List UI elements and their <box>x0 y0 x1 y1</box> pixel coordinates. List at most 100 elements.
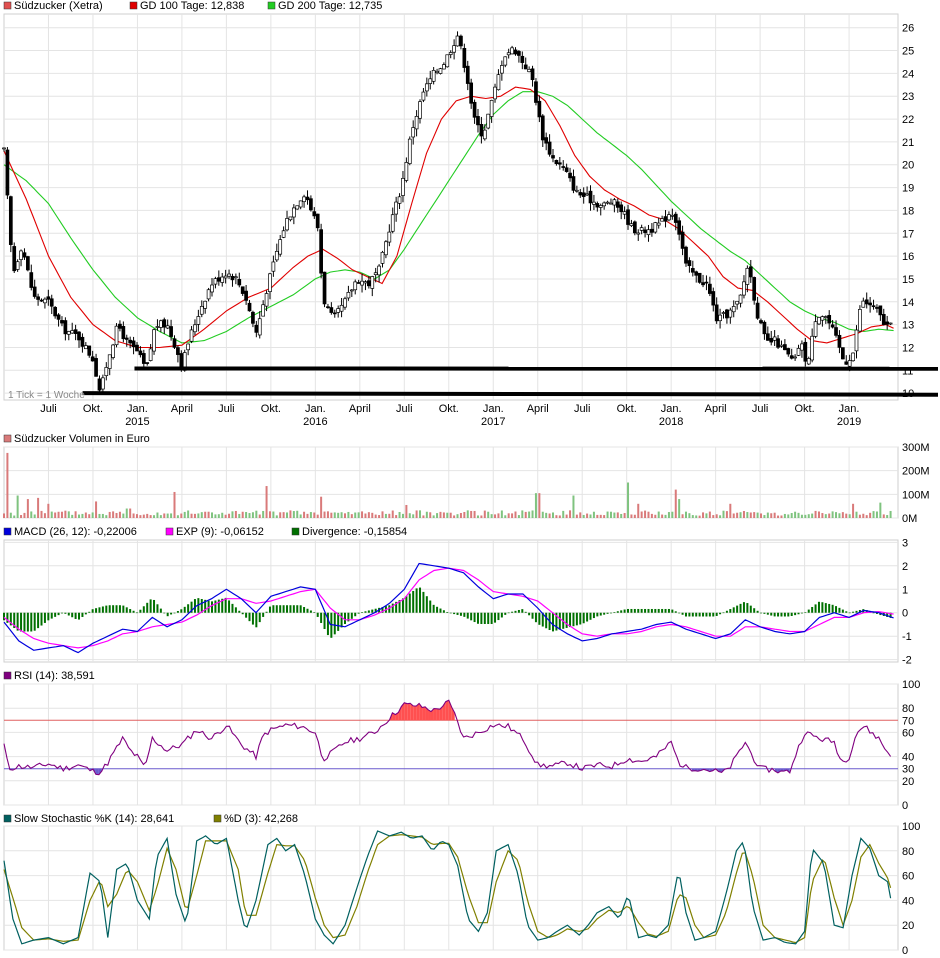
volume-bar <box>238 513 241 518</box>
divergence-bar <box>715 612 718 616</box>
x-tick-label: Jan. <box>483 403 504 415</box>
divergence-bar <box>719 612 722 615</box>
divergence-bar <box>565 612 568 628</box>
divergence-bar <box>405 596 408 613</box>
divergence-bar <box>91 609 94 613</box>
volume-bar <box>333 512 336 518</box>
volume-bar <box>497 513 500 518</box>
volume-bar <box>40 510 43 518</box>
volume-bar <box>739 512 742 518</box>
divergence-bar <box>674 611 677 613</box>
volume-bar <box>592 511 595 518</box>
volume-bar <box>756 512 759 518</box>
divergence-bar <box>794 612 797 616</box>
candle-body <box>356 282 361 284</box>
volume-bar <box>23 512 26 518</box>
x-tick-label: April <box>171 403 193 415</box>
volume-bar <box>855 511 858 518</box>
divergence-bar <box>135 612 138 614</box>
candle-body <box>414 115 419 130</box>
divergence-bar <box>545 612 548 629</box>
price-y-tick: 21 <box>902 137 914 149</box>
volume-bar <box>197 513 200 518</box>
candle-body <box>755 302 760 319</box>
rsi-overbought-fill <box>442 701 446 721</box>
price-y-tick: 13 <box>902 320 914 332</box>
divergence-bar <box>688 612 691 617</box>
divergence-bar <box>644 608 647 613</box>
volume-bar <box>190 513 193 518</box>
volume-bar <box>33 514 36 518</box>
candle-body <box>482 129 487 140</box>
candle-body <box>49 298 54 307</box>
divergence-bar <box>132 610 135 613</box>
volume-bar <box>753 512 756 518</box>
divergence-bar <box>47 612 50 621</box>
macd-divergence-bars <box>3 587 892 638</box>
divergence-bar <box>187 604 190 613</box>
candle-body <box>817 317 821 325</box>
volume-bar <box>347 511 350 518</box>
candle-body <box>104 367 109 377</box>
divergence-bar <box>708 612 711 617</box>
volume-bar <box>783 513 786 518</box>
divergence-bar <box>326 612 329 636</box>
candle-body <box>339 304 344 312</box>
candle-body <box>663 216 668 222</box>
candle-body <box>520 55 525 63</box>
volume-bar <box>749 512 752 518</box>
candle-body <box>772 336 777 341</box>
volume-bar <box>845 513 848 518</box>
divergence-bar <box>200 598 203 613</box>
candle-body <box>274 251 279 261</box>
volume-bar <box>395 515 398 518</box>
divergence-bar <box>9 612 12 626</box>
candle-body <box>455 35 460 47</box>
divergence-bar <box>630 608 633 613</box>
divergence-bar <box>272 605 275 613</box>
candle-body <box>97 378 102 391</box>
volume-bar <box>483 510 486 518</box>
candle-body <box>585 193 589 196</box>
rsi-level-label: 30 <box>902 764 914 776</box>
volume-bar <box>500 510 503 518</box>
volume-bar <box>459 512 462 518</box>
price-y-tick: 26 <box>902 23 914 35</box>
divergence-bar <box>88 611 91 613</box>
candle-body <box>295 205 300 210</box>
divergence-bar <box>613 612 616 613</box>
candle-body <box>203 300 208 309</box>
candle-body <box>493 86 497 100</box>
volume-bar <box>534 493 537 518</box>
macd-legend-label-0: MACD (26, 12): -0,22006 <box>14 526 137 538</box>
candle-body <box>513 49 518 55</box>
candle-body <box>428 78 433 84</box>
candle-body <box>19 250 23 260</box>
rsi-overbought-fill <box>410 703 414 721</box>
candle-body <box>186 343 190 351</box>
divergence-bar <box>333 612 336 635</box>
volume-bar <box>207 511 210 518</box>
volume-bar <box>234 510 237 518</box>
candle-body <box>517 51 521 56</box>
volume-bar <box>262 510 265 518</box>
volume-bar <box>170 513 173 518</box>
candle-body <box>29 272 34 288</box>
candle-body <box>360 280 364 286</box>
candle-body <box>684 246 688 264</box>
stochastic-legend-label-1: %D (3): 42,268 <box>224 813 298 825</box>
candle-body <box>486 113 491 129</box>
candle-body <box>827 314 832 324</box>
rsi-y-tick: 60 <box>902 727 914 739</box>
candle-body <box>871 305 876 308</box>
volume-bar <box>671 511 674 518</box>
divergence-bar <box>364 611 367 613</box>
divergence-bar <box>241 612 244 615</box>
volume-bar <box>797 512 800 518</box>
candle-body <box>5 149 10 196</box>
macd-y-tick: 2 <box>902 561 908 573</box>
divergence-bar <box>422 591 425 613</box>
candle-body <box>223 275 228 279</box>
divergence-bar <box>234 607 237 613</box>
volume-bar <box>872 511 875 518</box>
